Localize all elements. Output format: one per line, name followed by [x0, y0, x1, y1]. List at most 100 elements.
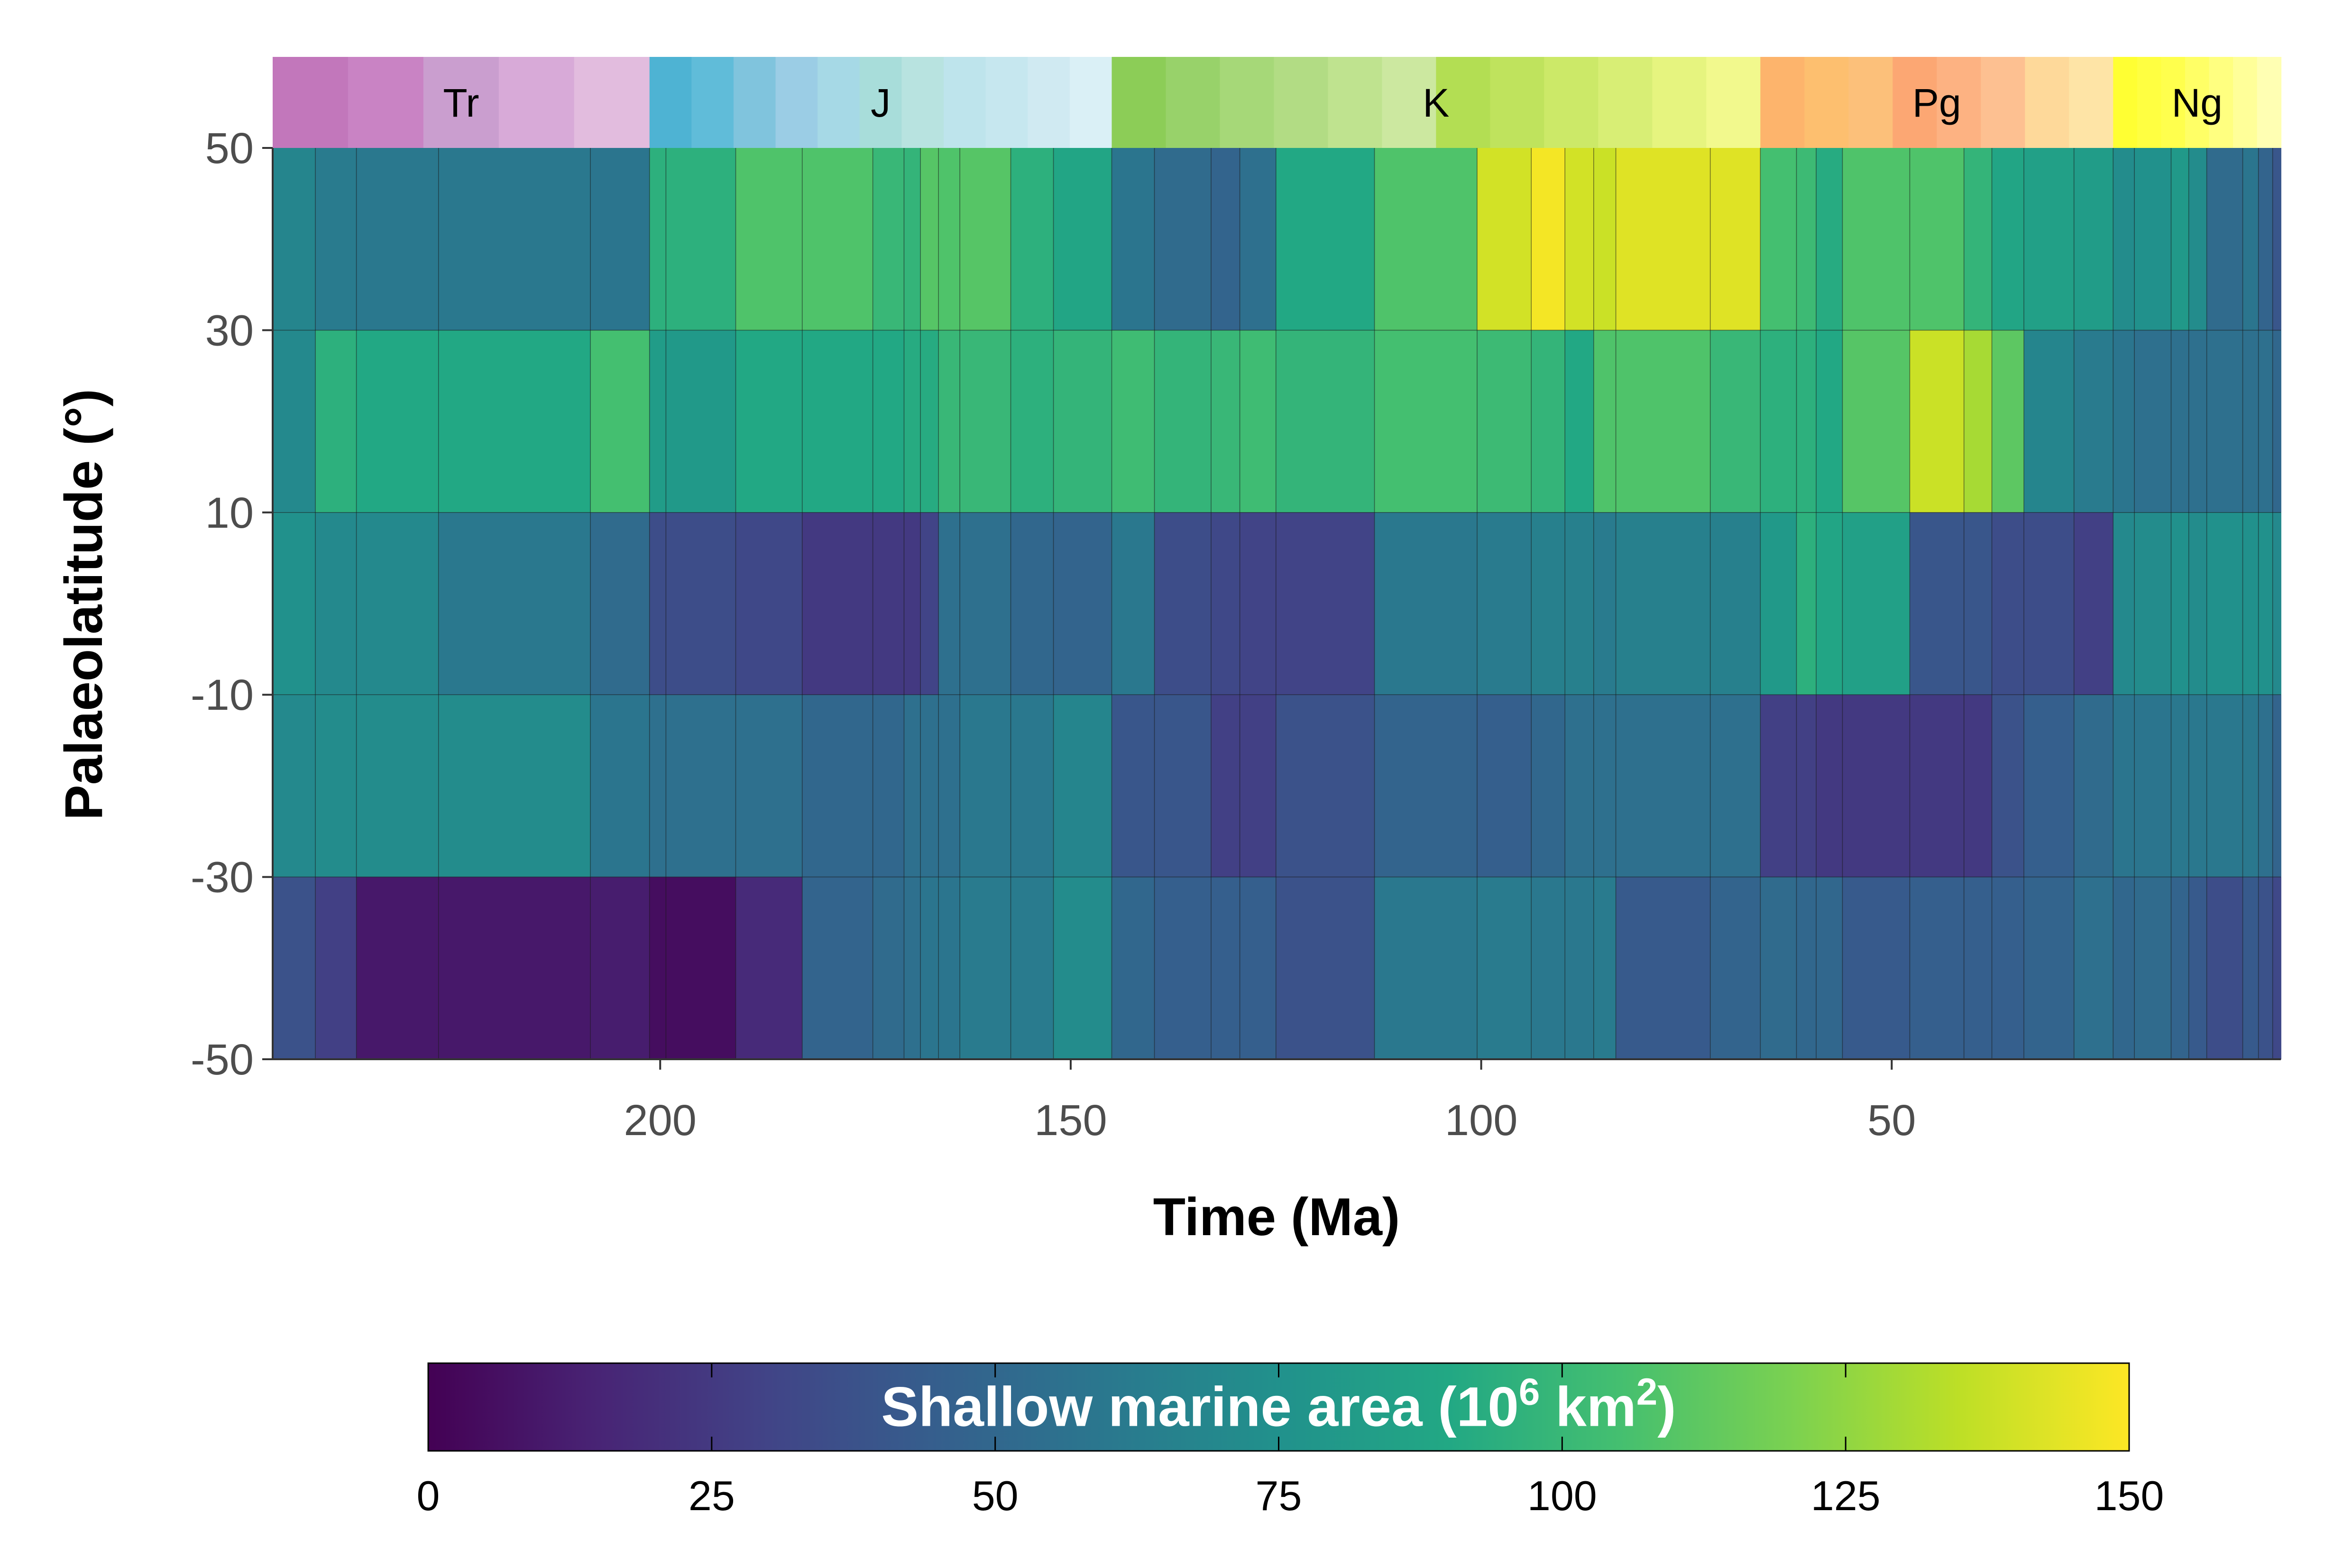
period-segment-tr-3 — [499, 57, 575, 148]
heatmap-cell — [1011, 877, 1054, 1060]
heatmap-cell — [736, 513, 803, 695]
period-segment-j-8 — [986, 57, 1028, 148]
heatmap-cell — [2134, 695, 2171, 877]
period-segment-k-9 — [1598, 57, 1653, 148]
heatmap-cell — [2134, 877, 2171, 1060]
heatmap-cell — [1112, 877, 1155, 1060]
period-segment-k-0 — [1112, 57, 1166, 148]
heatmap-cell — [1112, 148, 1155, 330]
heatmap-cell — [1054, 877, 1112, 1060]
period-label-j: J — [871, 81, 891, 125]
period-segment-pg-2 — [1848, 57, 1893, 148]
heatmap-cell — [1616, 148, 1711, 330]
colorbar-title-part: km — [1540, 1376, 1636, 1439]
colorbar-tick-label: 0 — [417, 1472, 440, 1519]
period-segment-j-10 — [1070, 57, 1112, 148]
heatmap-cell — [1594, 513, 1616, 695]
heatmap-cell — [2259, 877, 2273, 1060]
heatmap-cell — [2134, 330, 2171, 513]
heatmap-cell — [1054, 695, 1112, 877]
heatmap-cell — [1760, 330, 1797, 513]
heatmap-cell — [904, 148, 920, 330]
heatmap-cell — [2207, 148, 2243, 330]
heatmap-cell — [666, 877, 736, 1060]
heatmap-cell — [1531, 148, 1565, 330]
heatmap-cell — [802, 330, 873, 513]
heatmap-cell — [873, 148, 904, 330]
heatmap-cell — [1477, 877, 1532, 1060]
period-segment-j-4 — [818, 57, 860, 148]
heatmap-cell — [802, 148, 873, 330]
heatmap-cell — [1760, 877, 1797, 1060]
colorbar-tick-label: 125 — [1811, 1472, 1881, 1519]
heatmap-cell — [666, 148, 736, 330]
heatmap-cell — [904, 513, 920, 695]
period-segment-k-2 — [1220, 57, 1274, 148]
period-segment-ng-6 — [2257, 57, 2281, 148]
heatmap-cell — [315, 877, 357, 1060]
period-segment-j-0 — [650, 57, 692, 148]
heatmap-cell — [1477, 148, 1532, 330]
heatmap-cell — [2171, 513, 2189, 695]
heatmap-cell — [1616, 877, 1711, 1060]
heatmap-cell — [2113, 330, 2134, 513]
heatmap-cell — [960, 330, 1011, 513]
heatmap-cell — [2189, 148, 2207, 330]
heatmap-cell — [1616, 330, 1711, 513]
heatmap-cell — [1964, 695, 1992, 877]
heatmap-cell — [315, 330, 357, 513]
heatmap-cell — [2074, 877, 2113, 1060]
heatmap-cell — [1710, 148, 1761, 330]
period-label-tr: Tr — [443, 81, 479, 125]
period-segment-pg-6 — [2025, 57, 2069, 148]
heatmap-cell — [2243, 513, 2259, 695]
heatmap-cell — [273, 330, 316, 513]
heatmap-cell — [920, 148, 939, 330]
heatmap-cell — [650, 877, 666, 1060]
heatmap-cell — [2243, 877, 2259, 1060]
period-segment-j-3 — [776, 57, 818, 148]
heatmap-cell — [960, 695, 1011, 877]
heatmap-cell — [666, 513, 736, 695]
heatmap-cell — [273, 877, 316, 1060]
heatmap-cell — [1240, 148, 1277, 330]
heatmap-cell — [1155, 695, 1212, 877]
heatmap-cell — [1992, 148, 2024, 330]
heatmap-cell — [1375, 148, 1478, 330]
heatmap-cell — [1211, 877, 1240, 1060]
heatmap-cell — [2273, 330, 2281, 513]
heatmap-cell — [1796, 148, 1816, 330]
heatmap-cell — [1992, 513, 2024, 695]
heatmap-cell — [1910, 148, 1964, 330]
heatmap-cell — [1816, 513, 1843, 695]
heatmap-cell — [960, 513, 1011, 695]
heatmap-cell — [1910, 513, 1964, 695]
heatmap-cell — [1964, 148, 1992, 330]
heatmap-cell — [2171, 695, 2189, 877]
heatmap-cell — [1240, 877, 1277, 1060]
heatmap-cell — [2074, 148, 2113, 330]
heatmap-cell — [1477, 330, 1532, 513]
heatmap-cell — [1964, 877, 1992, 1060]
heatmap-cell — [873, 877, 904, 1060]
period-segment-j-2 — [734, 57, 776, 148]
x-axis-title: Time (Ma) — [1153, 1187, 1400, 1247]
heatmap-cell — [802, 877, 873, 1060]
heatmap-cell — [590, 513, 650, 695]
heatmap-cell — [1842, 877, 1910, 1060]
heatmap-cell — [1842, 148, 1910, 330]
heatmap-cell — [273, 148, 316, 330]
colorbar-title-part: ) — [1657, 1376, 1676, 1439]
heatmap-cell — [666, 695, 736, 877]
heatmap-cell — [650, 695, 666, 877]
heatmap-cell — [1594, 148, 1616, 330]
heatmap-cell — [2259, 330, 2273, 513]
heatmap-cell — [1710, 877, 1761, 1060]
heatmap-cell — [1477, 695, 1532, 877]
heatmap-cell — [1011, 148, 1054, 330]
heatmap-cell — [2207, 877, 2243, 1060]
heatmap-cell — [960, 148, 1011, 330]
colorbar-title-part: 2 — [1636, 1371, 1658, 1413]
heatmap-cell — [273, 695, 316, 877]
heatmap-cell — [315, 695, 357, 877]
